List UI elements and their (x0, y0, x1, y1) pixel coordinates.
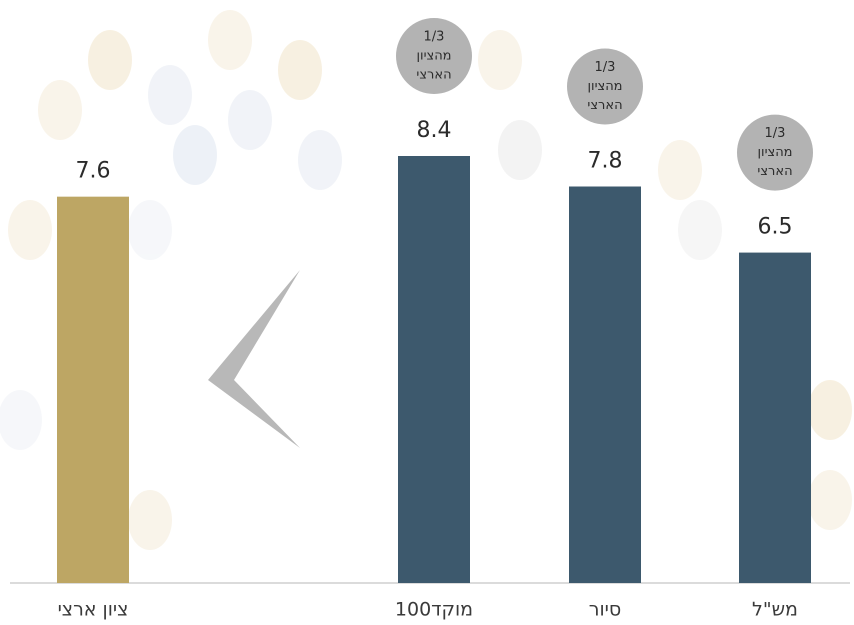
annotation-text: 1/3 (595, 60, 616, 75)
annotation-text: מהציון (757, 145, 792, 160)
x-tick-label: ציון ארצי (58, 599, 129, 621)
value-label: 8.4 (417, 118, 452, 143)
bar (57, 196, 129, 583)
x-tick-label: מש"ל (752, 599, 798, 621)
x-tick-label: מוקד100 (395, 599, 473, 621)
annotation-text: הארצי (416, 68, 451, 83)
bar (739, 252, 811, 584)
value-label: 7.6 (76, 159, 111, 184)
background-dots (0, 10, 852, 550)
x-tick-label: סיור (589, 599, 621, 621)
bar (398, 156, 470, 583)
annotation-bubble (567, 48, 643, 125)
bar (569, 186, 641, 583)
annotation-text: הארצי (757, 164, 792, 179)
value-label: 7.8 (588, 149, 623, 174)
annotation-text: מהציון (587, 79, 622, 94)
annotation-text: 1/3 (424, 30, 445, 45)
annotation-text: 1/3 (765, 126, 786, 141)
value-label: 6.5 (758, 215, 793, 240)
annotation-bubble (396, 18, 472, 94)
annotation-bubble (737, 114, 813, 191)
annotation-text: הארצי (587, 98, 622, 113)
chevron (208, 270, 300, 448)
annotation-text: מהציון (416, 49, 451, 64)
